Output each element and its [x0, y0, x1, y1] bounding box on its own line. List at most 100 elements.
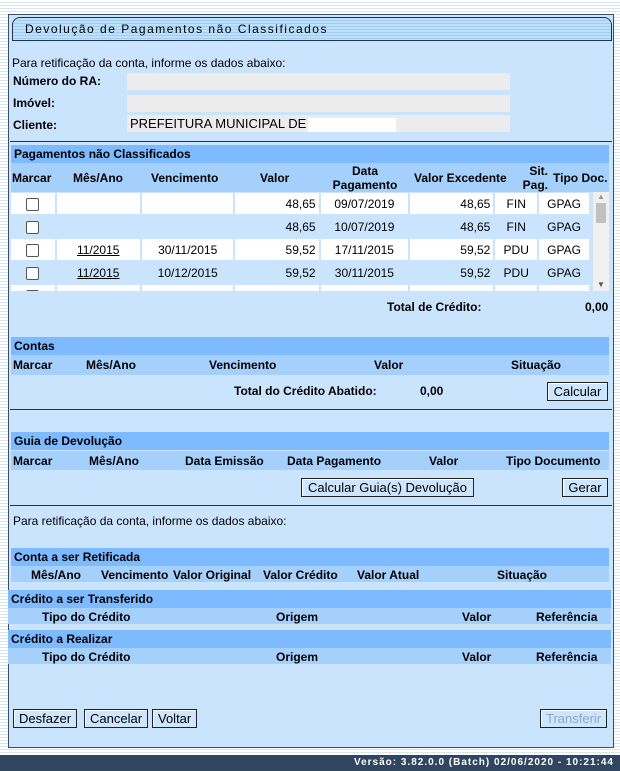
ra-label: Número do RA: — [13, 74, 101, 88]
marcar-cell — [11, 262, 55, 283]
sit-pag-cell: PDU — [495, 262, 538, 283]
col-referencia: Referência — [536, 610, 598, 624]
vencimento-cell: 10/12/2015 — [141, 262, 234, 283]
voltar-button[interactable]: Voltar — [152, 709, 198, 728]
scroll-thumb[interactable] — [596, 203, 606, 223]
tipo-doc-cell: GPAG — [539, 262, 589, 283]
guia-header: Guia de Devolução — [11, 432, 609, 450]
contas-columns: Marcar Mês/Ano Vencimento Valor Situação — [11, 355, 609, 375]
conta-retificada-columns: Mês/Ano Vencimento Valor Original Valor … — [11, 566, 609, 582]
col-valor-excedente: Valor Excedente — [414, 171, 507, 185]
imovel-field — [127, 95, 510, 112]
table-row-partial — [11, 285, 589, 291]
data-pagamento-cell: 09/07/2019 — [320, 193, 409, 214]
valor-cell: 59,52 — [235, 262, 319, 283]
intro-text: Para retificação da conta, informe os da… — [12, 56, 286, 70]
marcar-cell — [11, 193, 55, 214]
guia-columns: Marcar Mês/Ano Data Emissão Data Pagamen… — [11, 451, 609, 470]
mes-ano-link[interactable]: 11/2015 — [76, 265, 120, 280]
valor-cell: 48,65 — [235, 193, 319, 214]
data-pagamento-cell: 17/11/2015 — [320, 239, 409, 260]
calcular-button[interactable]: Calcular — [547, 382, 608, 401]
checkbox[interactable] — [26, 289, 40, 291]
tipo-doc-cell: GPAG — [539, 193, 589, 214]
valor-excedente-cell: 59,52 — [410, 262, 494, 283]
sit-pag-cell: FIN — [495, 193, 538, 214]
col-valor: Valor — [462, 650, 492, 664]
col-tipo-credito: Tipo do Crédito — [42, 610, 131, 624]
divider — [10, 141, 612, 142]
conta-retificada-header: Conta a ser Retificada — [11, 548, 609, 566]
col-marcar: Marcar — [13, 454, 53, 468]
mes-ano-cell[interactable]: 11/2015 — [56, 262, 140, 283]
col-data-pagamento: Data Pagamento — [332, 164, 398, 192]
credito-transferido-columns: Tipo do Crédito Origem Valor Referência — [8, 608, 611, 624]
mes-ano-link[interactable]: 11/2015 — [76, 242, 120, 257]
col-data-pagamento: Data Pagamento — [287, 454, 382, 468]
col-data-emissao: Data Emissão — [185, 454, 264, 468]
mes-ano-cell[interactable] — [56, 216, 140, 237]
vencimento-cell: 30/11/2015 — [141, 239, 234, 260]
checkbox[interactable] — [26, 220, 40, 234]
redacted-block — [308, 117, 397, 132]
col-referencia: Referência — [536, 650, 598, 664]
table-row: 11/2015 10/12/2015 59,52 30/11/2015 59,5… — [11, 262, 589, 283]
tipo-doc-cell: GPAG — [539, 239, 589, 260]
col-vencimento: Vencimento — [101, 568, 169, 582]
col-vencimento: Vencimento — [209, 358, 277, 372]
main-panel — [8, 14, 614, 748]
cancelar-button[interactable]: Cancelar — [84, 709, 149, 728]
divider — [10, 409, 612, 410]
pagamentos-columns: Marcar Mês/Ano Vencimento Valor Data Pag… — [11, 163, 609, 192]
col-tipo-documento: Tipo Documento — [506, 454, 601, 468]
total-abatido-label: Total do Crédito Abatido: — [234, 384, 377, 398]
col-valor: Valor — [462, 610, 492, 624]
credito-realizar-header: Crédito a Realizar — [8, 630, 611, 648]
calcular-guia-button[interactable]: Calcular Guia(s) Devolução — [301, 478, 474, 497]
ra-field — [127, 73, 510, 90]
sit-pag-cell: FIN — [495, 216, 538, 237]
col-valor-original: Valor Original — [173, 568, 252, 582]
col-valor: Valor — [429, 454, 459, 468]
gerar-button[interactable]: Gerar — [562, 478, 608, 497]
col-valor-credito: Valor Crédito — [263, 568, 338, 582]
marcar-cell — [11, 216, 55, 237]
desfazer-button[interactable]: Desfazer — [13, 709, 78, 728]
col-valor: Valor — [374, 358, 404, 372]
col-mes-ano: Mês/Ano — [86, 358, 137, 372]
scrollbar[interactable]: ▲ ▼ — [593, 192, 609, 291]
scroll-up-icon[interactable]: ▲ — [597, 192, 605, 201]
checkbox[interactable] — [26, 266, 40, 280]
col-mes-ano: Mês/Ano — [73, 171, 124, 185]
col-valor-atual: Valor Atual — [357, 568, 420, 582]
mes-ano-cell[interactable]: 11/2015 — [56, 239, 140, 260]
valor-excedente-cell: 48,65 — [410, 216, 494, 237]
credito-transferido-header: Crédito a ser Transferido — [8, 590, 611, 608]
marcar-cell — [11, 239, 55, 260]
table-row: 48,65 09/07/2019 48,65 FIN GPAG — [11, 193, 589, 214]
imovel-label: Imóvel: — [13, 96, 56, 110]
col-valor: Valor — [260, 171, 290, 185]
tipo-doc-cell: GPAG — [539, 216, 589, 237]
col-tipo-credito: Tipo do Crédito — [42, 650, 131, 664]
divider — [10, 505, 612, 506]
col-origem: Origem — [276, 650, 319, 664]
col-situacao: Situação — [511, 358, 562, 372]
col-marcar: Marcar — [13, 358, 53, 372]
credito-realizar-columns: Tipo do Crédito Origem Valor Referência — [8, 648, 611, 664]
transferir-button[interactable]: Transferir — [540, 709, 608, 728]
pagamentos-table-scroll[interactable]: 48,65 09/07/2019 48,65 FIN GPAG 48,65 10… — [11, 192, 609, 291]
scroll-down-icon[interactable]: ▼ — [597, 280, 605, 289]
mes-ano-cell[interactable] — [56, 193, 140, 214]
pagamentos-header: Pagamentos não Classificados — [11, 145, 609, 163]
col-marcar: Marcar — [12, 171, 52, 185]
cliente-value: PREFEITURA MUNICIPAL DE — [130, 116, 307, 131]
data-pagamento-cell: 30/11/2015 — [320, 262, 409, 283]
valor-excedente-cell: 48,65 — [410, 193, 494, 214]
pagamentos-table: 48,65 09/07/2019 48,65 FIN GPAG 48,65 10… — [11, 192, 591, 291]
col-situacao: Situação — [497, 568, 548, 582]
checkbox[interactable] — [26, 197, 40, 211]
checkbox[interactable] — [26, 243, 40, 257]
col-origem: Origem — [276, 610, 319, 624]
col-sit-pag: Sit. Pag. — [522, 164, 548, 192]
